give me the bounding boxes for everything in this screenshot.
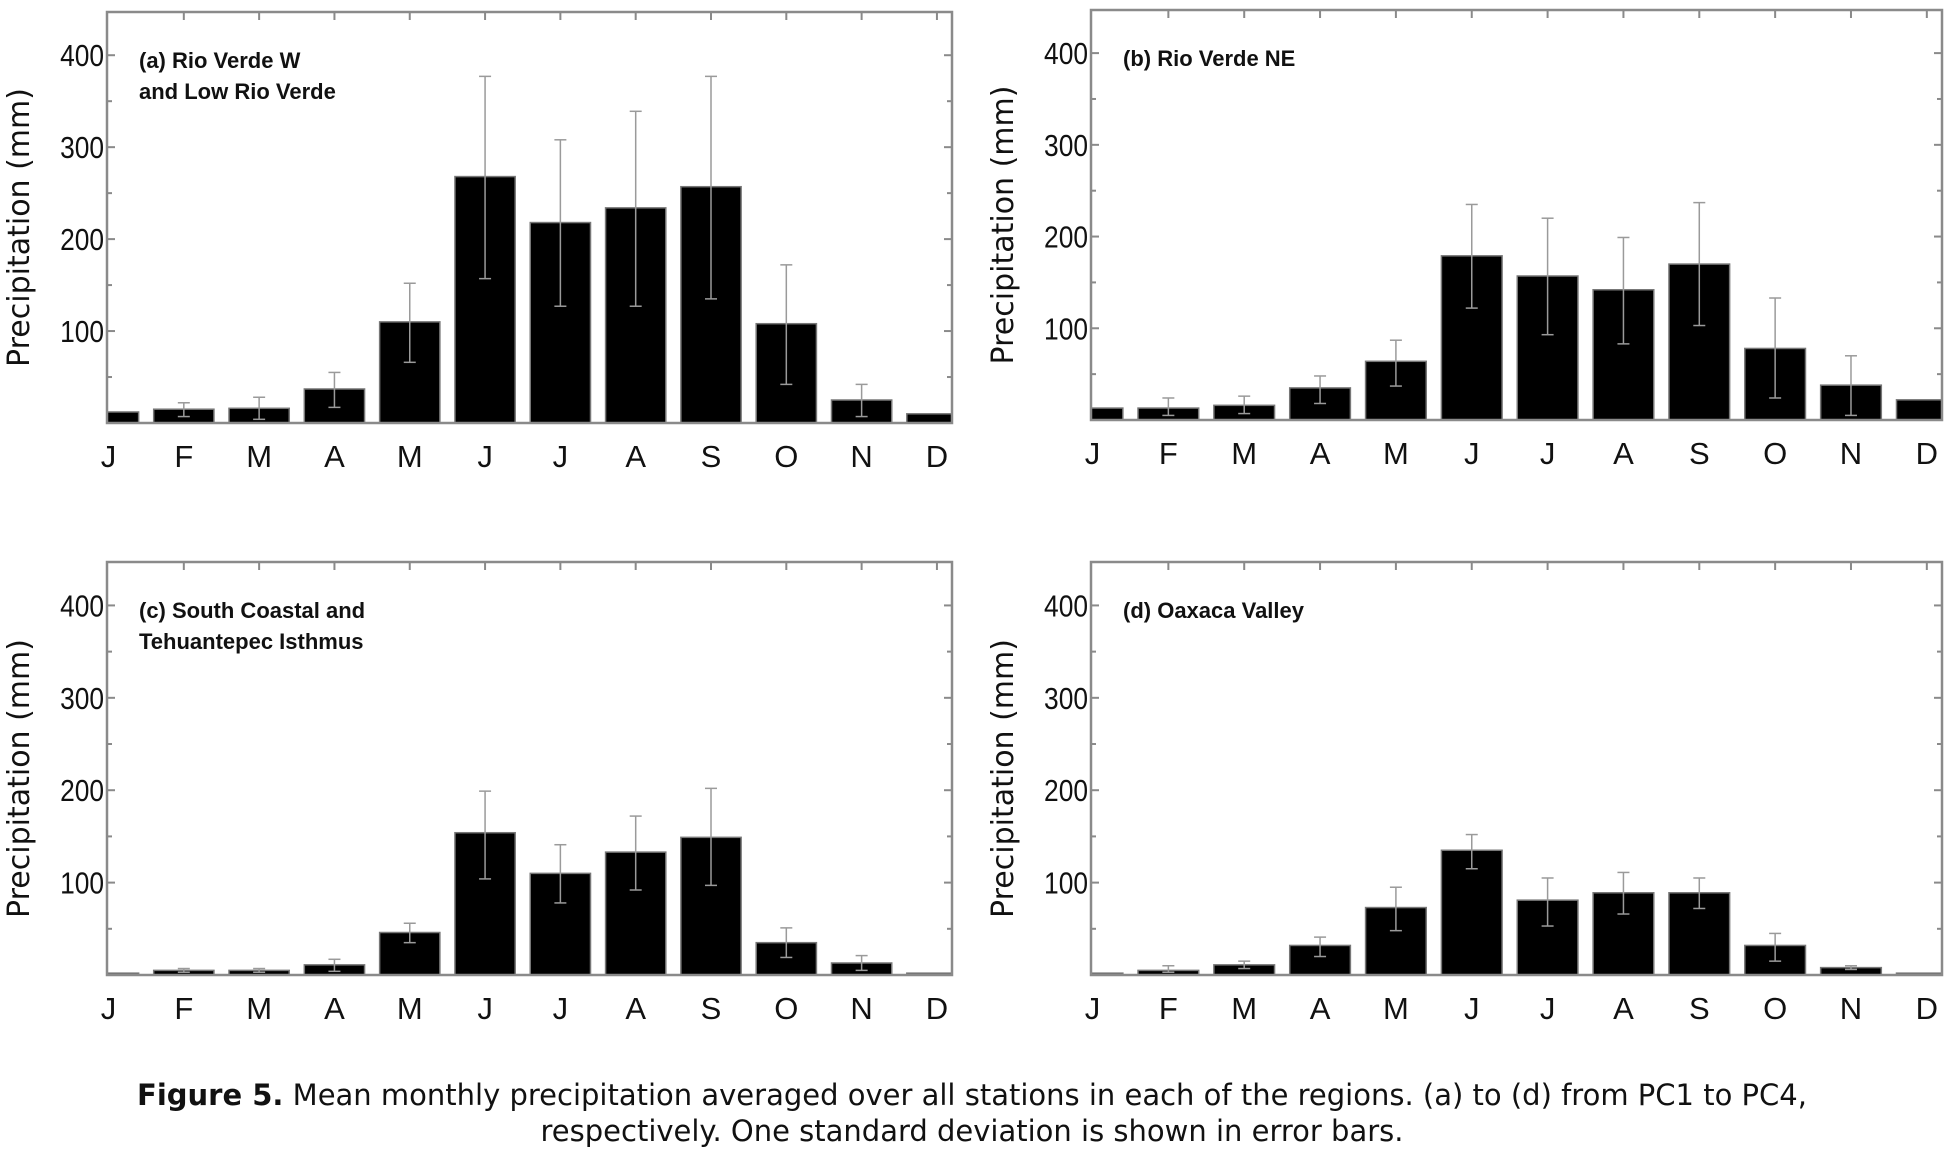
x-tick-label: J [1085,991,1101,1026]
panel-label: and Low Rio Verde [139,79,336,104]
subplot-d: 100 200 300 400 J F M A M J J A S O N D Precipitation (m… [986,560,1944,1026]
x-tick-label: O [774,439,798,474]
x-tick-label: M [397,991,423,1026]
x-tick-label: J [477,991,493,1026]
x-tick-label: N [1840,991,1862,1026]
y-tick-label: 400 [1044,37,1088,71]
plot-area [107,75,952,423]
y-tick-label: 100 [60,867,104,901]
caption-line-2: respectively. One standard deviation is … [540,1114,1404,1148]
x-tick-label: N [850,439,872,474]
x-tick-label: S [701,439,722,474]
bar-D [906,413,952,423]
x-tick-label: F [1159,991,1178,1026]
plot-area [107,787,952,975]
x-tick-label: N [1840,436,1862,471]
y-tick-label: 100 [1044,312,1088,346]
x-tick-label: A [1310,436,1331,471]
y-tick-label: 100 [1044,867,1088,901]
panel-label: (b) Rio Verde NE [1123,46,1295,71]
x-tick-label: O [774,991,798,1026]
axes-frame [105,560,954,977]
caption-label: Figure 5. [137,1078,284,1112]
x-tick-label: A [1613,436,1634,471]
x-tick-label: M [246,991,272,1026]
plot-area [1091,833,1942,975]
x-tick-label: A [1310,991,1331,1026]
subplot-a: 100 200 300 400 J F M A M J J A S O N D Precipitation (m… [2,10,954,474]
y-axis-label: Precipitation (mm) [986,86,1021,365]
x-tick-label: F [1159,436,1178,471]
y-tick-label: 300 [1044,682,1088,716]
x-tick-label: J [101,439,117,474]
x-tick-label: M [1383,991,1409,1026]
x-tick-label: J [1464,991,1480,1026]
x-tick-label: M [246,439,272,474]
x-tick-label: S [1689,436,1710,471]
x-tick-label: M [397,439,423,474]
panel-label: (a) Rio Verde W [139,48,301,73]
y-tick-label: 200 [60,223,104,257]
x-tick-label: M [1231,991,1257,1026]
x-tick-label: A [625,439,646,474]
plot-area [1091,201,1942,420]
y-tick-label: 100 [60,315,104,349]
caption-line-1: Figure 5. Mean monthly precipitation ave… [0,1078,1944,1112]
x-tick-label: A [324,991,345,1026]
x-tick-label: F [174,991,193,1026]
x-tick-label: D [1916,991,1938,1026]
bar-D [1895,399,1942,420]
x-tick-label: N [850,991,872,1026]
y-tick-label: 300 [1044,129,1088,163]
axes-frame [1089,560,1944,977]
x-tick-label: A [625,991,646,1026]
bar-J [1091,407,1124,420]
x-tick-label: M [1231,436,1257,471]
panel-label: (c) South Coastal and [139,598,365,623]
y-tick-label: 200 [60,774,104,808]
y-axis-label: Precipitation (mm) [2,639,37,918]
x-tick-label: A [324,439,345,474]
y-tick-label: 200 [1044,774,1088,808]
x-tick-label: D [926,991,948,1026]
y-tick-label: 200 [1044,221,1088,255]
x-tick-label: J [477,439,493,474]
bar-J [107,411,140,423]
subplot-b: 100 200 300 400 J F M A M J J A S O N D Precipitation (m… [986,8,1944,471]
x-tick-label: O [1763,436,1787,471]
x-tick-label: J [1464,436,1480,471]
y-tick-label: 300 [60,682,104,716]
x-tick-label: J [553,991,569,1026]
x-tick-label: S [701,991,722,1026]
panel-label: Tehuantepec Isthmus [139,629,364,654]
x-tick-label: J [101,991,117,1026]
caption-text: Mean monthly precipitation averaged over… [283,1078,1807,1112]
axes-frame [1089,8,1944,422]
y-axis-label: Precipitation (mm) [986,639,1021,918]
y-tick-label: 300 [60,131,104,165]
y-tick-label: 400 [60,39,104,73]
x-tick-label: A [1613,991,1634,1026]
x-tick-label: M [1383,436,1409,471]
y-axis-label: Precipitation (mm) [2,88,37,367]
x-tick-label: O [1763,991,1787,1026]
x-tick-label: F [174,439,193,474]
x-tick-label: D [926,439,948,474]
y-tick-label: 400 [60,589,104,623]
x-tick-label: J [1085,436,1101,471]
x-tick-label: J [1540,436,1556,471]
y-tick-label: 400 [1044,589,1088,623]
x-tick-label: J [1540,991,1556,1026]
axes-frame [105,10,954,425]
panel-label: (d) Oaxaca Valley [1123,598,1305,623]
subplot-c: 100 200 300 400 J F M A M J J A S O N D Precipitation (m… [2,560,954,1026]
x-tick-label: J [553,439,569,474]
x-tick-label: D [1916,436,1938,471]
x-tick-label: S [1689,991,1710,1026]
